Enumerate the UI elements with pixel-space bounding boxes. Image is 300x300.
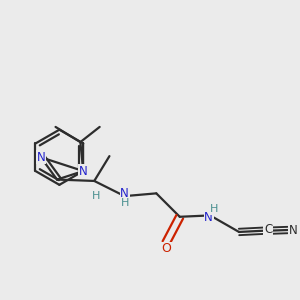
Text: O: O (161, 242, 171, 255)
Text: N: N (79, 164, 88, 178)
Text: N: N (204, 211, 213, 224)
Text: H: H (120, 198, 129, 208)
Text: H: H (210, 204, 219, 214)
Text: C: C (264, 224, 272, 236)
Text: H: H (92, 191, 100, 201)
Text: N: N (120, 187, 129, 200)
Text: N: N (288, 224, 297, 236)
Text: N: N (37, 151, 45, 164)
